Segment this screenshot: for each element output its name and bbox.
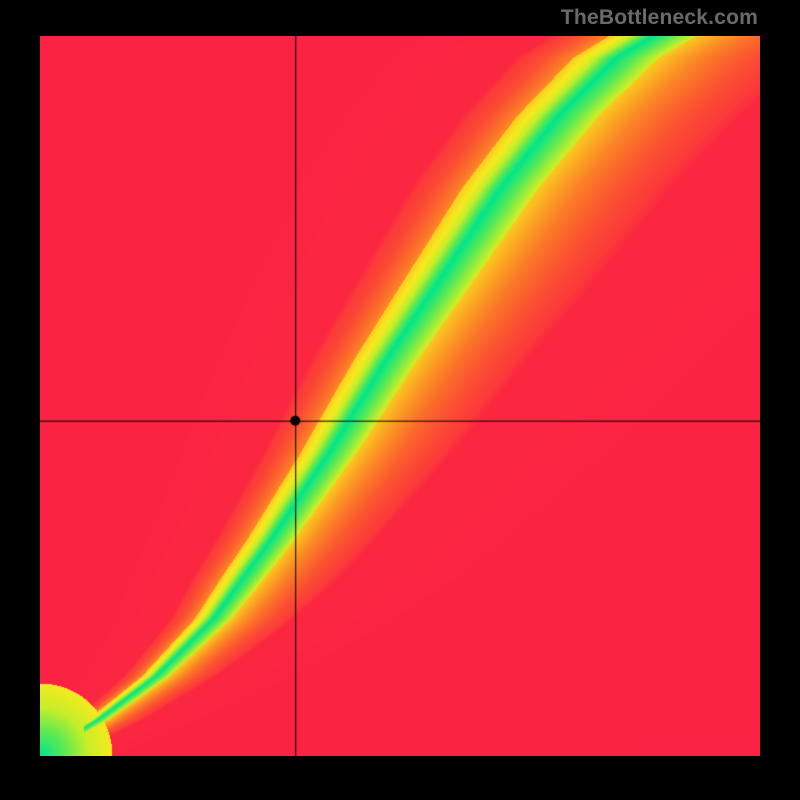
heatmap-frame — [40, 36, 760, 756]
watermark-text: TheBottleneck.com — [561, 6, 758, 30]
bottleneck-heatmap — [40, 36, 760, 756]
